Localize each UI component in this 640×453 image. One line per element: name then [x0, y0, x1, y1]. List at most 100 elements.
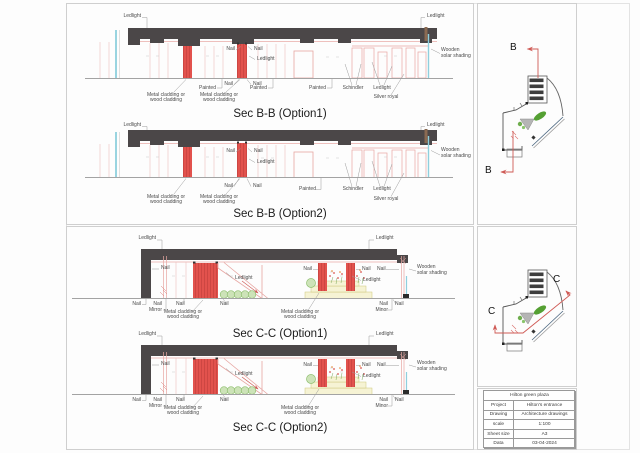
label-painted: Painted — [250, 84, 267, 91]
label-nail: Nail — [224, 183, 233, 189]
label-metal-cladding: Metal cladding or wood cladding — [163, 404, 203, 417]
label-mirror: Mirror — [148, 402, 162, 409]
label-nail: Nail — [176, 300, 185, 307]
leader-lines — [142, 126, 441, 197]
label-painted: Painted — [299, 186, 316, 192]
key-plan-c — [492, 269, 572, 352]
label-ledlight: Ledlight — [373, 84, 391, 91]
label-ledlight: Ledlight — [376, 331, 394, 337]
label-ledlight: Ledlight — [376, 235, 394, 241]
section-title-cc-option1: Sec C-C (Option1) — [232, 328, 328, 340]
section-bb2-drawing — [85, 126, 453, 197]
label-nail: Nail — [254, 45, 263, 52]
label-metal-cladding: Metal cladding or wood cladding — [199, 91, 239, 104]
section-marker-c: C — [488, 306, 496, 317]
label-ledlight: Ledlight — [257, 159, 275, 165]
leader-lines — [142, 239, 417, 313]
label-painted: Painted — [309, 84, 326, 91]
flower-plants — [329, 365, 365, 381]
label-metal-cladding: Metal cladding or wood cladding — [199, 193, 239, 206]
titleblock-label: Sheet size — [484, 429, 514, 440]
label-silver-royal: Silver royal — [373, 94, 399, 100]
label-metal-cladding: Metal cladding or wood cladding — [280, 404, 320, 417]
label-ledlight: Ledlight — [138, 235, 156, 241]
label-nail: Nail — [161, 265, 170, 271]
section-marker-c: C — [553, 274, 561, 285]
label-nail: Nail — [226, 45, 235, 52]
label-wooden-solar-shading: Wooden solar shading — [417, 264, 447, 276]
label-ledlight: Ledlight — [235, 274, 253, 281]
bushes — [219, 290, 257, 299]
titleblock-label: scale — [484, 420, 514, 430]
title-block: Hilton green plaza Project Hilton's entr… — [483, 390, 576, 449]
bushes — [219, 386, 257, 395]
section-title-bb-option1: Sec B-B (Option1) — [233, 108, 327, 120]
label-nail: Nail — [379, 396, 388, 403]
titleblock-value: A3 — [514, 429, 576, 440]
label-ledlight: Ledlight — [363, 372, 381, 379]
leader-lines — [142, 335, 417, 409]
label-minor: Minor — [375, 402, 388, 409]
label-ledlight: Ledlight — [257, 56, 275, 62]
label-nail: Nail — [132, 300, 141, 307]
label-nail: Nail — [153, 396, 162, 403]
label-nail: Nail — [377, 361, 386, 368]
frame-sections-cc — [66, 226, 474, 450]
titleblock-project-name: Hilton green plaza — [484, 391, 576, 401]
label-nail: Nail — [220, 396, 229, 403]
label-nail: Nail — [132, 396, 141, 403]
section-bb1-drawing — [85, 17, 453, 96]
section-cc1-drawing — [72, 239, 455, 313]
label-nail: Nail — [254, 148, 263, 154]
label-nail: Nail — [303, 361, 312, 368]
titleblock-label: Drawing — [484, 410, 514, 421]
label-nail: Nail — [395, 300, 404, 307]
label-nail: Nail — [379, 300, 388, 307]
label-nail: Nail — [153, 300, 162, 307]
label-metal-cladding: Metal cladding or wood cladding — [163, 308, 203, 321]
titleblock-value: Hilton's entrance — [514, 401, 576, 411]
label-nail: Nail — [377, 265, 386, 272]
label-painted: Painted — [199, 84, 216, 91]
label-nail: Nail — [362, 265, 371, 272]
label-wooden-solar-shading: Wooden solar shading — [417, 360, 447, 372]
leader-lines — [142, 17, 441, 96]
label-nail: Nail — [395, 396, 404, 403]
label-ledlight: Ledlight — [235, 370, 253, 377]
label-schindler: Schindler — [342, 186, 364, 192]
label-ledlight: Ledlight — [427, 122, 445, 128]
titleblock-value: Architecture drawings — [514, 410, 576, 421]
label-ledlight: Ledlight — [363, 276, 381, 283]
flower-plants — [329, 269, 365, 285]
frame-sections-bb — [66, 3, 474, 225]
label-nail: Nail — [224, 81, 233, 87]
section-cc2-drawing — [72, 335, 455, 409]
label-metal-cladding: Metal cladding or wood cladding — [280, 308, 320, 321]
label-nail: Nail — [176, 396, 185, 403]
label-nail: Nail — [161, 361, 170, 367]
label-mirror: Mirror — [148, 306, 162, 313]
label-nail: Nail — [253, 183, 262, 189]
label-metal-cladding: Metal cladding or wood cladding — [146, 91, 186, 104]
label-nail: Nail — [253, 81, 262, 87]
label-ledlight: Ledlight — [138, 331, 156, 337]
titleblock-value: 1:100 — [514, 420, 576, 430]
label-wooden-solar-shading: Wooden solar shading — [441, 47, 471, 59]
label-nail: Nail — [303, 265, 312, 272]
label-metal-cladding: Metal cladding or wood cladding — [146, 193, 186, 206]
section-marker-b: B — [485, 165, 492, 176]
titleblock-label: Project — [484, 401, 514, 411]
frame-keyplan-c — [477, 226, 577, 387]
key-plan-b — [500, 46, 565, 175]
label-ledlight: Ledlight — [123, 122, 141, 128]
section-marker-b: B — [510, 42, 517, 53]
frame-keyplan-b — [477, 3, 577, 225]
label-minor: Minor — [375, 306, 388, 313]
section-title-cc-option2: Sec C-C (Option2) — [232, 422, 328, 434]
label-silver-royal: Silver royal — [373, 195, 399, 202]
titleblock-label: Data — [484, 439, 514, 449]
label-wooden-solar-shading: Wooden solar shading — [441, 147, 471, 159]
section-title-bb-option2: Sec B-B (Option2) — [233, 208, 327, 220]
